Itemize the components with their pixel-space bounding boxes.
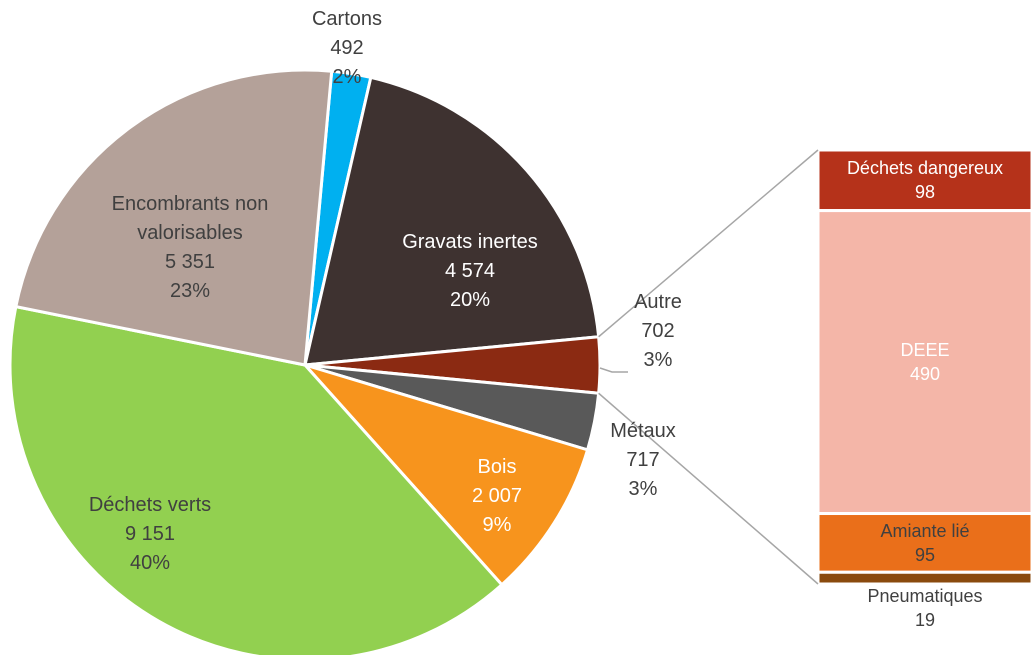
label-box: Métaux 717 3% — [593, 417, 693, 504]
pie-slice — [300, 362, 590, 587]
label-text: Déchets dangereux — [846, 158, 1004, 179]
label-text: Pneumatiques — [867, 586, 983, 606]
label-text: 717 — [626, 449, 660, 471]
label-text: Bois — [477, 456, 517, 478]
data-label: Bois 2 007 9% — [447, 453, 547, 540]
bar-segment — [816, 570, 1032, 586]
label-box: Pneumatiques 19 — [798, 584, 1032, 632]
label-text: 40% — [129, 552, 171, 574]
label-text: 98 — [914, 182, 936, 203]
label-text: 490 — [909, 364, 941, 385]
label-text: 702 — [641, 320, 675, 342]
label-box: Gravats inertes 4 574 20% — [370, 228, 570, 315]
label-text: 19 — [914, 610, 936, 630]
data-label: Cartons 492 2% — [247, 5, 447, 92]
label-text: Amiante lié — [880, 520, 970, 541]
leader-line — [599, 367, 628, 373]
label-text: 3% — [628, 478, 658, 500]
data-label: Gravats inertes 4 574 20% — [370, 228, 570, 315]
bar-segment — [816, 148, 1032, 213]
label-text: 9% — [482, 514, 512, 536]
label-text: 4 574 — [444, 260, 496, 282]
label-box: Autre 702 3% — [608, 288, 708, 375]
label-text: DEEE — [900, 340, 950, 361]
data-label: Amiante lié 95 — [798, 519, 1032, 567]
data-label: DEEE 490 — [798, 338, 1032, 386]
label-text: 492 — [330, 37, 364, 59]
pie-slice — [8, 304, 504, 655]
data-label: Déchets verts 9 151 40% — [50, 491, 250, 578]
label-box: DEEE 490 — [798, 338, 1032, 386]
data-label: Encombrants non valorisables 5 351 23% — [75, 190, 305, 306]
data-label: Déchets dangereux 98 — [798, 156, 1032, 204]
connector — [598, 149, 819, 338]
label-text: Gravats inertes — [402, 231, 538, 253]
label-text: Déchets verts — [88, 494, 212, 516]
label-text: 3% — [643, 349, 673, 371]
label-text: 95 — [914, 544, 936, 565]
pie-slice — [303, 75, 601, 367]
data-label: Métaux 717 3% — [593, 417, 693, 504]
label-text: 20% — [449, 289, 491, 311]
label-box: Bois 2 007 9% — [447, 453, 547, 540]
data-label: Pneumatiques 19 — [798, 584, 1032, 632]
label-box: Cartons 492 2% — [247, 5, 447, 92]
data-label: Autre 702 3% — [608, 288, 708, 375]
label-text: 9 151 — [124, 523, 176, 545]
label-box: Amiante lié 95 — [798, 519, 1032, 567]
label-text: Métaux — [610, 420, 676, 442]
label-text: 23% — [169, 280, 211, 302]
label-box: Déchets dangereux 98 — [798, 156, 1032, 204]
label-text: 2 007 — [471, 485, 523, 507]
label-text: 5 351 — [164, 251, 216, 273]
label-box: Encombrants non valorisables 5 351 23% — [75, 190, 305, 306]
connector — [598, 392, 819, 585]
bar-segment — [816, 209, 1032, 516]
label-text: Encombrants non valorisables — [111, 193, 269, 244]
label-text: Autre — [634, 291, 682, 313]
label-text: 2% — [332, 66, 362, 88]
pie-slice — [14, 68, 334, 367]
label-text: Cartons — [311, 8, 383, 30]
bar-segment — [816, 512, 1032, 574]
label-box: Déchets verts 9 151 40% — [50, 491, 250, 578]
